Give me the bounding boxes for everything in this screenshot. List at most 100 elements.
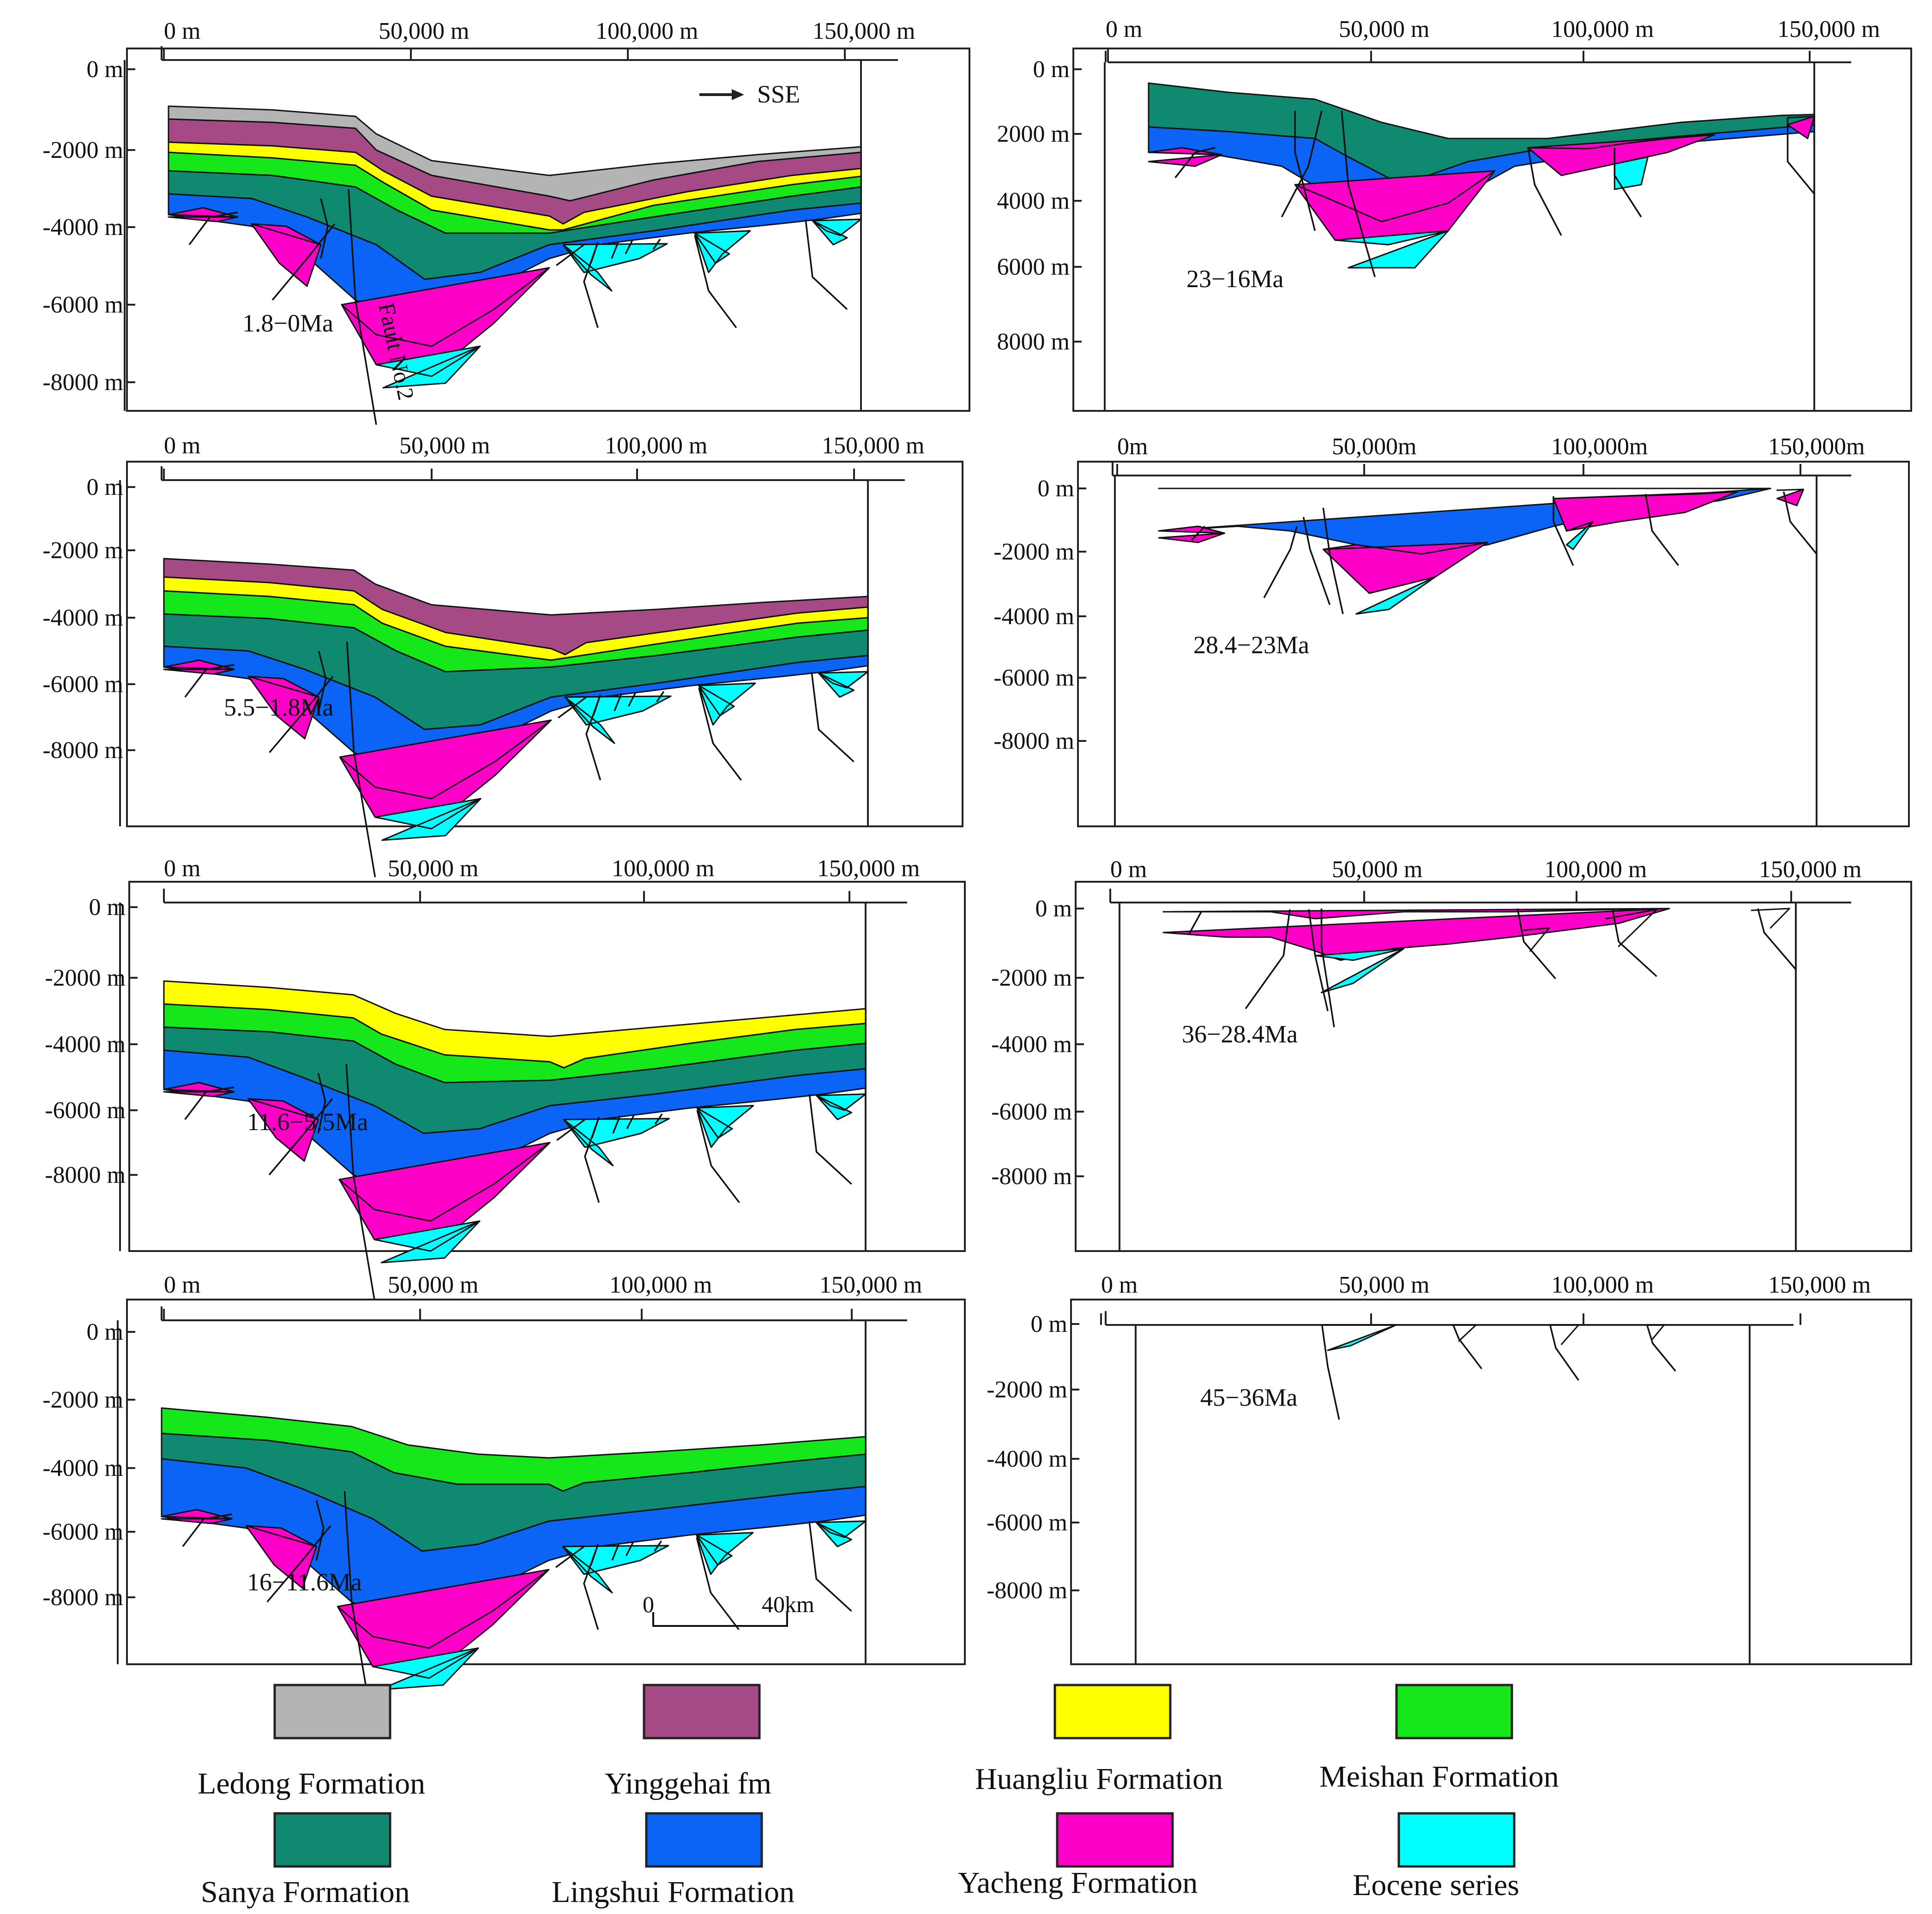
yacheng-wedge (163, 659, 235, 675)
distance-tick-label: 50,000 m (379, 18, 469, 44)
age-label: 36−28.4Ma (1182, 1020, 1298, 1048)
lingshui-layer (168, 193, 862, 324)
legend-label: Eocene series (1353, 1868, 1519, 1902)
eocene-graben (562, 243, 668, 292)
distance-tick-label: 100,000 m (605, 433, 707, 459)
fault-line (1191, 525, 1206, 541)
fault-line (654, 1541, 662, 1552)
distance-tick-label: 150,000 m (817, 855, 920, 882)
fault-line (1294, 111, 1316, 231)
depth-tick-label: -2000 m (42, 137, 123, 163)
depth-tick-label: -6000 m (42, 671, 123, 698)
fault-line (1263, 526, 1298, 598)
depth-tick-label: 0 m (1035, 896, 1072, 922)
depth-tick-label: -4000 m (987, 1446, 1067, 1472)
distance-tick-label: 50,000 m (399, 433, 490, 459)
section-panel-p2: 0 m 50,000 m 100,000 m 150,000 m 0 m 2000 m 40… (997, 16, 1912, 412)
fault-line (698, 687, 742, 781)
panel-frame (1077, 461, 1910, 827)
eocene-layer (1751, 908, 1790, 929)
scale-bar: 0 40km (643, 1591, 814, 1627)
section-panel-p8: 0 m 50,000 m 100,000 m 150,000 m 0 m -2000 m -… (987, 1272, 1912, 1665)
legend-item-yinggehai: Yinggehai fm (605, 1684, 771, 1800)
fault-line (811, 671, 855, 763)
yacheng-wedge (247, 1098, 319, 1162)
yacheng-layer (1294, 170, 1496, 246)
depth-tick-label: -6000 m (42, 292, 123, 318)
section-panel-p6: 0 m 50,000 m 100,000 m 150,000 m 0 m -2000 m -… (991, 856, 1912, 1252)
distance-tick-label: 100,000 m (596, 18, 698, 44)
fault-line (1644, 494, 1679, 566)
fault-line (1787, 118, 1815, 195)
fault-line (1302, 517, 1331, 605)
age-label: 5.5−1.8Ma (224, 693, 333, 721)
age-label: 11.6−5.5Ma (247, 1108, 368, 1136)
fault-line (627, 692, 637, 707)
depth-tick-label: -4000 m (42, 214, 123, 241)
eocene-graben (696, 1532, 754, 1575)
legend-swatch (643, 1684, 761, 1739)
distance-tick-label: 50,000m (1332, 433, 1416, 460)
depth-tick-label: 0 m (1033, 56, 1070, 83)
fault-line (556, 1119, 586, 1141)
legend-swatch (1397, 1812, 1516, 1868)
panel-frame (1070, 1299, 1912, 1665)
depth-tick-label: -6000 m (991, 1099, 1072, 1125)
fault-line (188, 211, 238, 246)
fault-line (808, 1094, 852, 1185)
fault-line (1322, 507, 1344, 614)
depth-tick-label: -2000 m (991, 965, 1072, 991)
distance-tick-label: 150,000 m (1777, 16, 1880, 42)
fault-line (1553, 496, 1574, 566)
distance-tick-label: 100,000m (1551, 433, 1648, 460)
fault-line (626, 1114, 635, 1129)
fault-line (625, 240, 633, 254)
eocene-graben (815, 1520, 867, 1547)
age-label: 23−16Ma (1186, 265, 1283, 293)
fault-line (614, 693, 622, 711)
yacheng-layer (337, 1569, 550, 1677)
eocene-layer (374, 798, 481, 841)
age-label: 28.4−23Ma (1193, 631, 1309, 659)
eocene-layer (1605, 909, 1658, 947)
distance-tick-label: 50,000 m (1339, 16, 1429, 42)
legend-item-huangliu: Huangliu Formation (975, 1684, 1223, 1796)
depth-tick-label: -6000 m (42, 1519, 123, 1545)
legend-label: Huangliu Formation (975, 1762, 1223, 1796)
distance-tick-label: 150,000 m (1768, 1272, 1871, 1298)
distance-tick-label: 0 m (1101, 1272, 1138, 1298)
distance-tick-label: 150,000 m (822, 433, 924, 459)
eocene-layer (375, 345, 481, 389)
scale-bar-line (652, 1612, 788, 1627)
legend-label: Yinggehai fm (605, 1767, 771, 1800)
fault-line (345, 1064, 375, 1300)
fault-line (1517, 908, 1556, 980)
fault-line (652, 239, 661, 250)
depth-tick-label: -4000 m (45, 1031, 126, 1058)
fault-line (1321, 1324, 1340, 1420)
fault-line (625, 1541, 634, 1556)
depth-tick-label: -4000 m (42, 605, 123, 631)
eocene-layer (1334, 230, 1449, 269)
depth-tick-label: 0 m (89, 894, 126, 921)
eocene-layer (1355, 576, 1436, 615)
section-panel-p4: 0m 50,000m 100,000m 150,000m 0 m -2000 m -4000… (993, 433, 1910, 827)
distance-tick-label: 100,000 m (609, 1272, 712, 1298)
fault-line (656, 691, 665, 702)
depth-tick-label: 8000 m (997, 329, 1070, 355)
scale-bar-start: 0 (643, 1591, 654, 1617)
fault-line (1174, 147, 1216, 179)
panel-frame (126, 48, 970, 412)
eocene-layer (1566, 521, 1594, 550)
eocene-graben (696, 1105, 754, 1148)
yacheng-layer (1158, 525, 1225, 543)
yacheng-layer (1322, 542, 1488, 594)
legend-item-yacheng: Yacheng Formation (958, 1812, 1198, 1900)
distance-tick-label: 0 m (164, 1272, 200, 1298)
panel-frame (1075, 881, 1912, 1252)
fault-line (1611, 908, 1657, 977)
depth-tick-label: -6000 m (993, 665, 1074, 691)
depth-tick-label: -8000 m (991, 1163, 1072, 1190)
scale-bar-end: 40km (762, 1591, 814, 1617)
fault-line (1320, 909, 1335, 1028)
